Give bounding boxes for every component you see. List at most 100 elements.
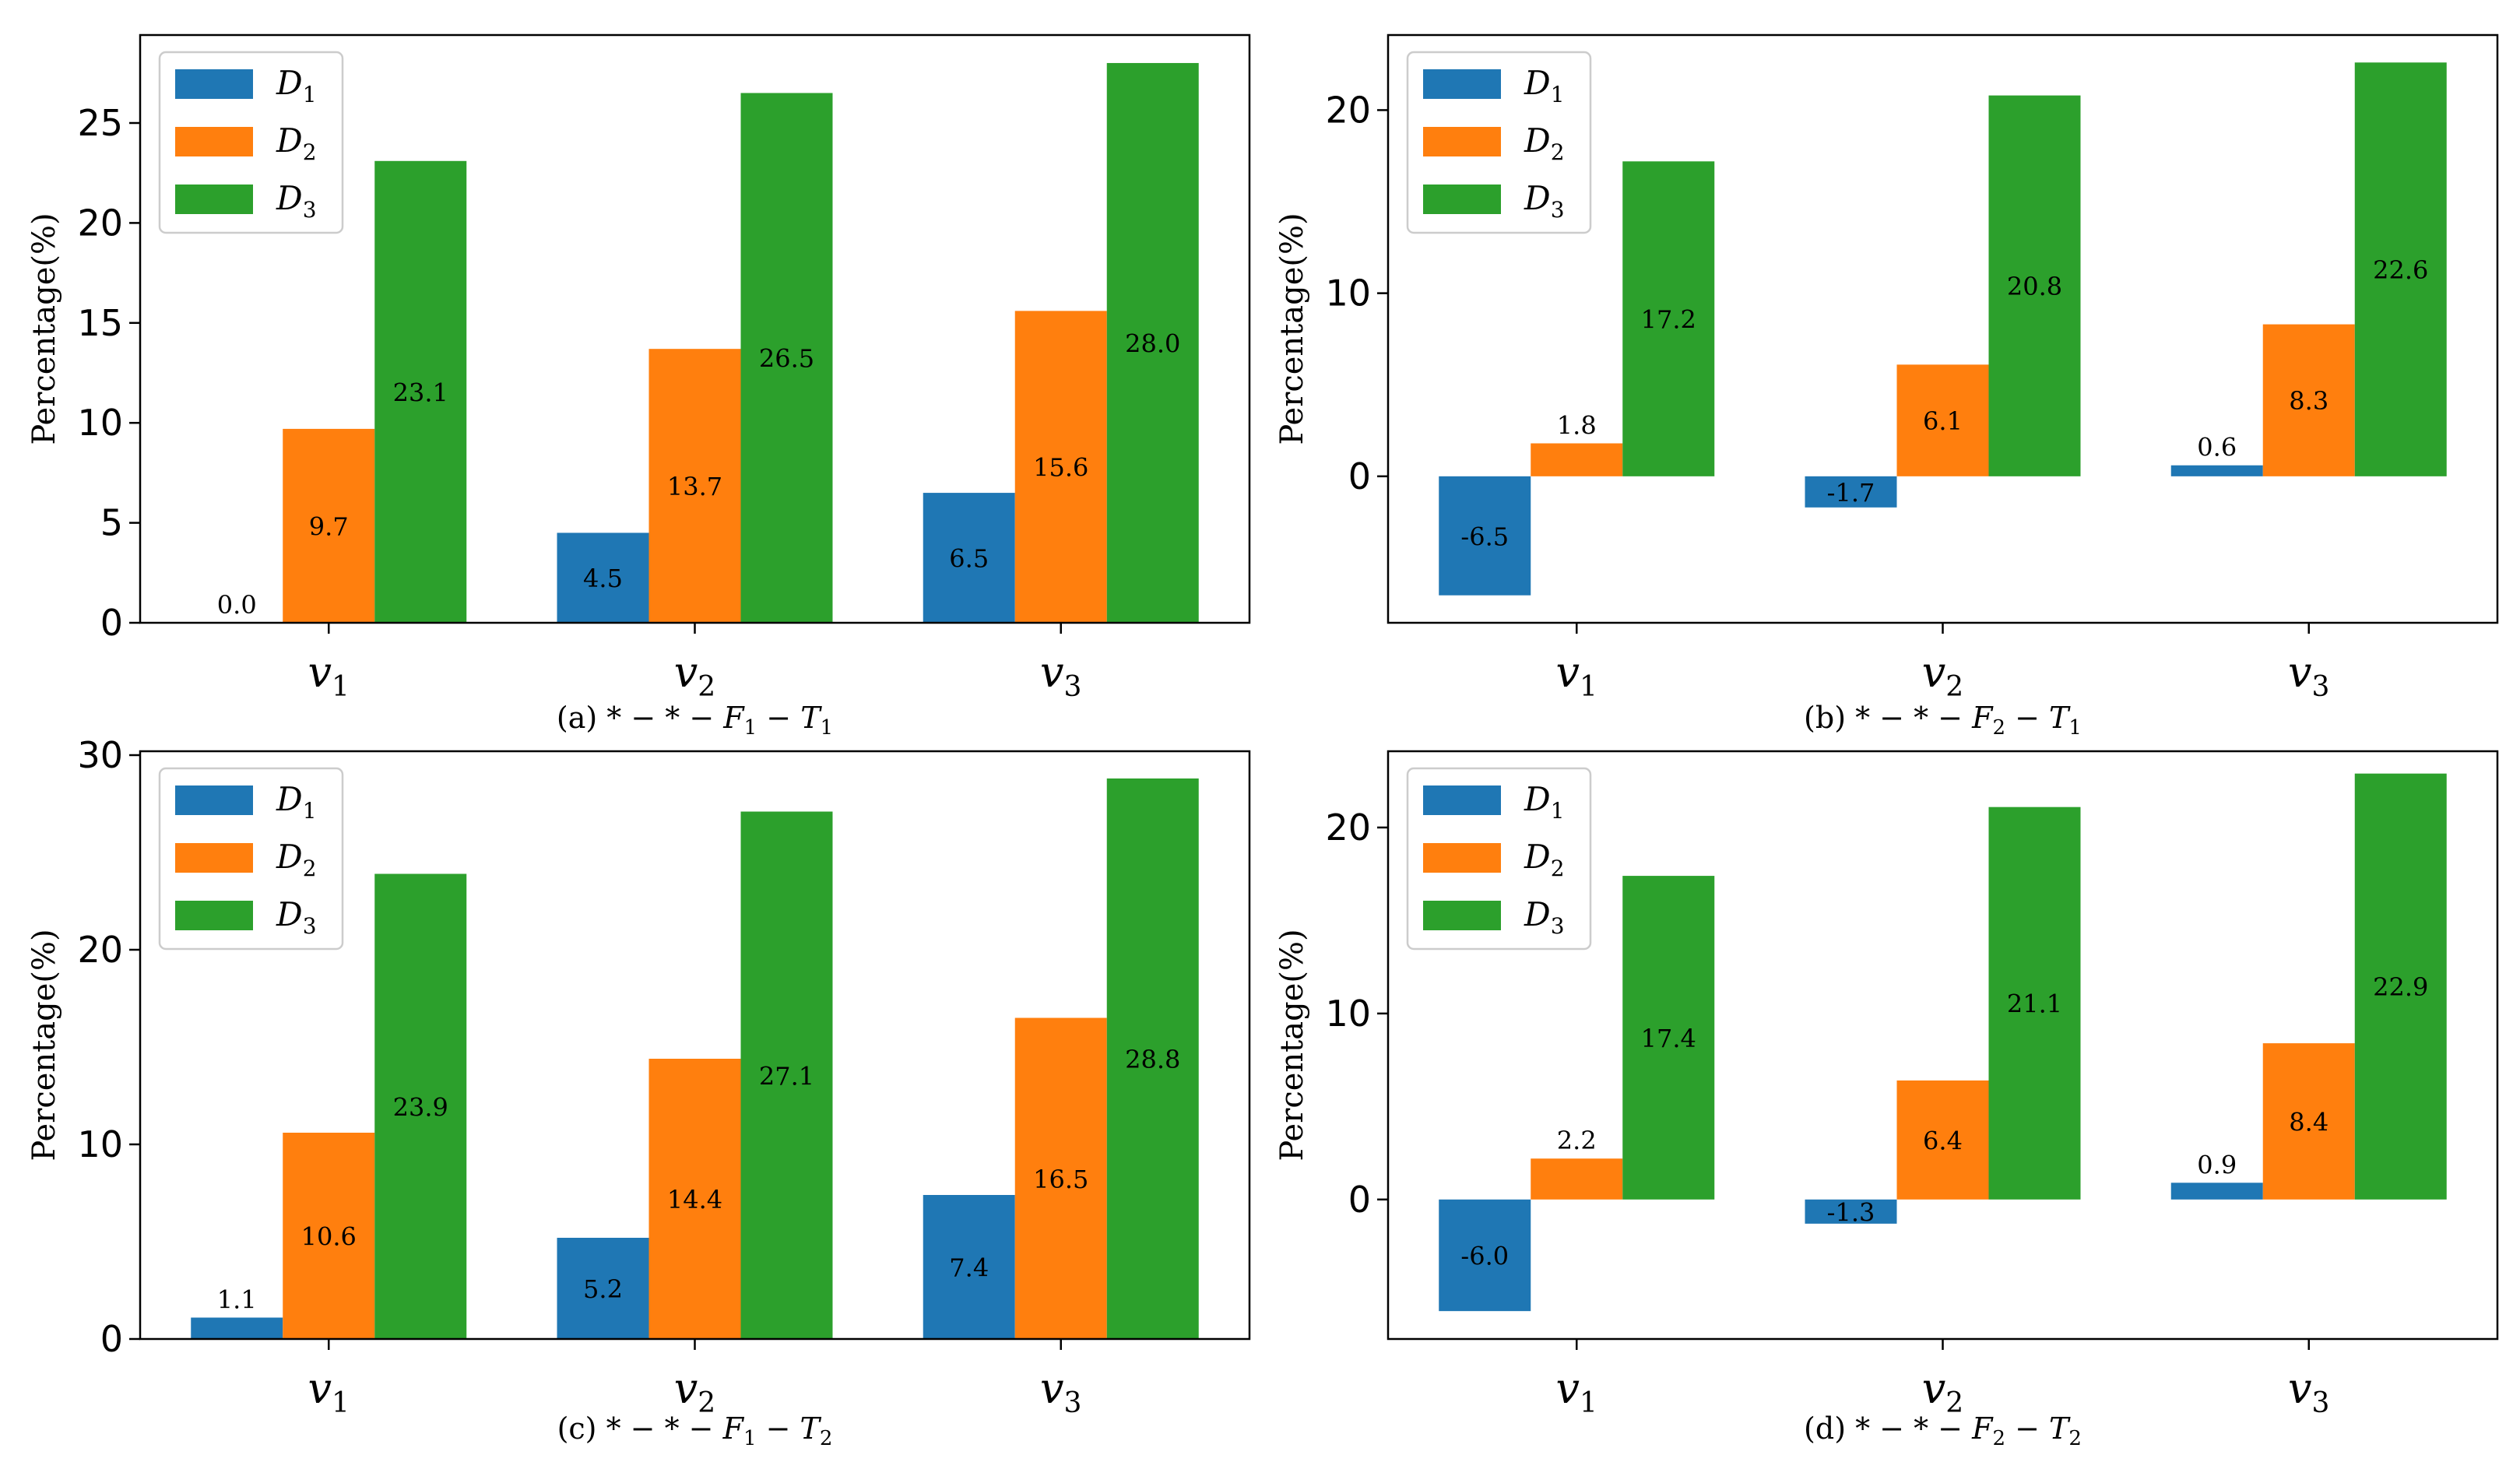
bar-d3-v1	[1622, 161, 1715, 476]
data-label: 28.0	[1125, 329, 1180, 358]
legend-label-d1: D1	[276, 64, 317, 107]
bar-d1-v2	[1805, 1199, 1897, 1224]
data-label: 0.9	[2197, 1150, 2237, 1179]
legend-swatch-d3	[175, 901, 253, 930]
bar-d2-v1	[1531, 1158, 1623, 1200]
panel-caption: (b) * − * − F2 − T1	[1804, 701, 2082, 740]
legend-label-d3: D3	[276, 179, 317, 223]
chart-panel-a: 0.0 4.5 6.5 9.7 13.7 15.6 23.1 26.5 28.0 0 5 10 15 20…	[26, 33, 1251, 740]
y-tick-label: 0	[100, 602, 123, 644]
data-label: 20.8	[2007, 272, 2062, 301]
data-label: 0.6	[2197, 433, 2237, 462]
data-label: 22.6	[2373, 255, 2428, 285]
bar-d3-v3	[2354, 62, 2447, 476]
y-tick-label: 30	[77, 734, 123, 776]
legend-swatch-d3	[1423, 901, 1501, 930]
y-axis-label: Percentage(%)	[26, 213, 62, 445]
data-label: 7.4	[949, 1253, 989, 1283]
bar-d3-v3	[1106, 778, 1199, 1339]
data-label: -6.0	[1460, 1241, 1509, 1270]
bar-d3-v1	[374, 873, 467, 1339]
data-label: 8.3	[2289, 386, 2328, 416]
bar-d2-v1	[283, 428, 375, 623]
bar-d1-v2	[557, 532, 649, 623]
legend: D1 D2 D3	[1406, 51, 1592, 234]
data-label: 6.1	[1923, 406, 1963, 436]
bar-d1-v3	[2170, 1183, 2263, 1200]
y-tick-label: 0	[100, 1318, 123, 1360]
data-label: 0.0	[217, 590, 257, 620]
bar-d2-v3	[2262, 324, 2355, 476]
legend-label-d2: D2	[276, 838, 317, 881]
legend-swatch-d3	[175, 185, 253, 214]
bar-d3-v3	[1106, 62, 1199, 623]
legend-label-d3: D3	[1524, 179, 1565, 223]
y-tick-label: 20	[77, 929, 123, 971]
data-label: 2.2	[1557, 1126, 1597, 1155]
chart-panel-c: 1.1 5.2 7.4 10.6 14.4 16.5 23.9 27.1 28.8 0 10 20 30…	[26, 734, 1251, 1450]
bar-d1-v1	[1439, 1199, 1531, 1312]
data-label: 17.4	[1641, 1024, 1696, 1053]
x-tick-label-v2: v2	[1922, 648, 1963, 703]
legend-label-d2: D2	[1524, 838, 1565, 881]
data-label: 23.9	[393, 1092, 448, 1122]
x-tick-label-v1: v1	[1556, 1364, 1597, 1419]
legend-label-d1: D1	[276, 780, 317, 824]
bar-d1-v1	[1439, 476, 1531, 596]
y-tick-label: 10	[1325, 272, 1371, 315]
bar-d2-v2	[1896, 1080, 1989, 1200]
panel-caption: (c) * − * − F1 − T2	[557, 1411, 833, 1450]
bar-d2-v2	[648, 349, 741, 623]
legend: D1 D2 D3	[1406, 767, 1592, 951]
data-label: 9.7	[309, 511, 349, 541]
data-label: 4.5	[583, 564, 623, 593]
bar-d2-v3	[2262, 1043, 2355, 1200]
y-axis-label: Percentage(%)	[26, 929, 62, 1161]
x-tick-label-v3: v3	[1040, 1364, 1081, 1419]
x-tick-label-v3: v3	[1040, 648, 1081, 703]
data-label: 1.8	[1557, 411, 1597, 441]
bar-d2-v3	[1014, 1017, 1107, 1339]
y-tick-label: 10	[77, 1123, 123, 1165]
y-tick-label: 0	[1348, 455, 1371, 497]
legend-swatch-d1	[175, 69, 253, 99]
y-tick-label: 20	[1325, 807, 1371, 849]
legend: D1 D2 D3	[158, 51, 344, 234]
legend-swatch-d1	[175, 785, 253, 815]
legend-label-d1: D1	[1524, 64, 1565, 107]
bar-d3-v1	[1622, 876, 1715, 1200]
y-tick-label: 10	[77, 402, 123, 444]
data-label: 21.1	[2007, 989, 2062, 1019]
bar-d2-v2	[648, 1059, 741, 1339]
legend-label-d2: D2	[276, 121, 317, 165]
data-label: 16.5	[1033, 1165, 1088, 1194]
x-tick-label-v1: v1	[308, 648, 350, 703]
data-label: 26.5	[759, 344, 814, 374]
data-label: 5.2	[583, 1274, 623, 1304]
bar-d2-v1	[1531, 443, 1623, 476]
data-label: -1.3	[1827, 1197, 1875, 1227]
data-label: 1.1	[217, 1285, 257, 1315]
bar-d1-v3	[2170, 465, 2263, 476]
y-tick-label: 15	[77, 302, 123, 344]
bar-d2-v2	[1896, 364, 1989, 476]
legend-swatch-d2	[175, 843, 253, 873]
bar-d3-v3	[2354, 773, 2447, 1200]
panel-caption: (a) * − * − F1 − T1	[557, 701, 833, 740]
data-label: 6.4	[1923, 1126, 1963, 1155]
y-tick-label: 10	[1325, 993, 1371, 1035]
legend-swatch-d2	[1423, 843, 1501, 873]
chart-panel-b: -6.5 -1.7 0.6 1.8 6.1 8.3 17.2 20.8 22.6 0 10 20 Per…	[1274, 33, 2499, 740]
data-label: 27.1	[759, 1061, 814, 1091]
data-label: 22.9	[2373, 972, 2428, 1002]
legend-swatch-d2	[175, 127, 253, 156]
bar-d1-v2	[1805, 476, 1897, 508]
bar-d2-v3	[1014, 311, 1107, 623]
data-label: -6.5	[1460, 522, 1509, 551]
y-tick-label: 25	[77, 102, 123, 144]
legend-label-d3: D3	[276, 895, 317, 939]
legend-swatch-d2	[1423, 127, 1501, 156]
bar-d3-v2	[1988, 95, 2081, 476]
data-label: 28.8	[1125, 1045, 1180, 1074]
